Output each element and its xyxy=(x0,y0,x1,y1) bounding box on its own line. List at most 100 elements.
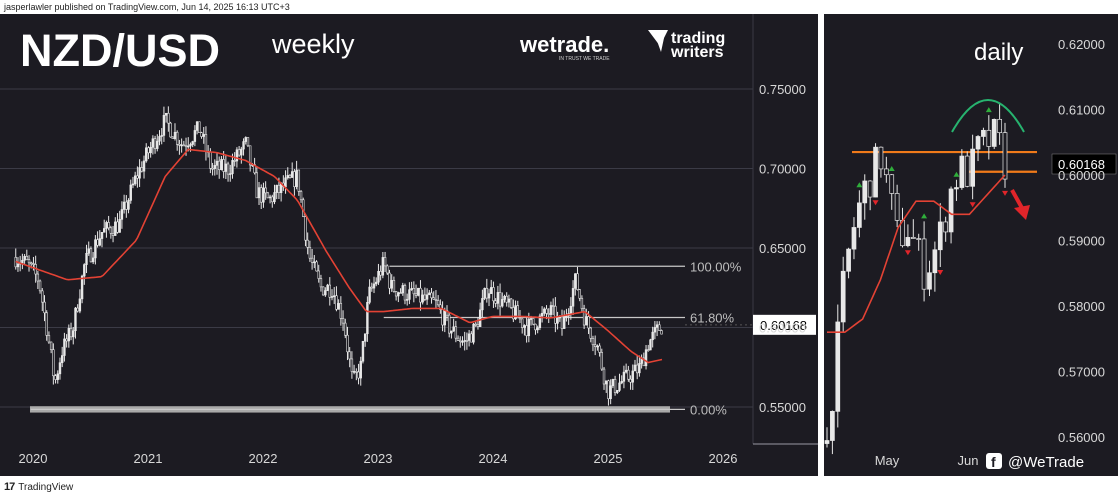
wetrade-logo-text: wetrade. xyxy=(519,32,609,57)
weekly-candle xyxy=(596,344,599,351)
weekly-chart-panel[interactable]: 100.00% 61.80% 0.00% 0.60168 0.75000 0.7000… xyxy=(0,14,818,476)
weekly-candle xyxy=(105,220,108,238)
weekly-candle xyxy=(308,240,312,262)
weekly-candle xyxy=(631,364,634,390)
weekly-candle xyxy=(547,308,550,323)
weekly-candle xyxy=(63,332,66,362)
weekly-candle xyxy=(492,281,495,308)
weekly-candle xyxy=(622,365,626,389)
weekly-x-tick-label: 2022 xyxy=(249,451,278,466)
weekly-candle xyxy=(100,232,104,248)
weekly-candle xyxy=(195,121,199,135)
weekly-candle xyxy=(452,318,455,332)
weekly-x-tick-label: 2021 xyxy=(134,451,163,466)
weekly-candle xyxy=(87,241,90,256)
weekly-candle xyxy=(242,138,245,156)
weekly-candle xyxy=(372,276,376,294)
daily-candle xyxy=(986,115,992,160)
weekly-candle xyxy=(23,254,26,264)
weekly-candle xyxy=(76,304,79,313)
daily-candle xyxy=(921,221,927,302)
weekly-timeframe-label: weekly xyxy=(271,29,355,59)
weekly-candle xyxy=(527,312,531,343)
weekly-candle xyxy=(481,289,484,318)
weekly-candle xyxy=(638,355,641,377)
weekly-candle xyxy=(647,344,650,352)
weekly-candle xyxy=(598,343,601,357)
weekly-moving-average xyxy=(15,148,663,364)
weekly-candle xyxy=(96,231,99,248)
weekly-candle xyxy=(651,326,654,348)
weekly-candle xyxy=(60,346,64,368)
weekly-candle xyxy=(41,288,44,312)
daily-candle xyxy=(894,184,900,228)
daily-candle xyxy=(862,174,868,220)
daily-candle xyxy=(846,247,851,279)
weekly-candle xyxy=(231,153,234,179)
trading-writers-logo: trading writers xyxy=(648,30,725,61)
daily-y-tick-label: 0.60000 xyxy=(1058,168,1105,183)
weekly-candle xyxy=(618,373,621,392)
weekly-candle xyxy=(352,364,356,375)
fractal-up-arrow-icon xyxy=(985,107,992,113)
weekly-candle xyxy=(635,355,639,380)
weekly-candle xyxy=(434,290,438,309)
daily-y-tick-label: 0.56000 xyxy=(1058,430,1105,445)
daily-candle xyxy=(970,134,975,200)
weekly-candle xyxy=(302,197,305,218)
weekly-candle xyxy=(299,190,303,203)
weekly-candle xyxy=(472,322,475,345)
fractal-up-arrow-icon xyxy=(888,165,895,171)
weekly-candle xyxy=(160,128,163,145)
weekly-candle xyxy=(613,375,617,396)
weekly-candle xyxy=(89,246,93,263)
trading-writers-logo-icon xyxy=(648,30,668,52)
daily-candle xyxy=(959,149,965,190)
weekly-candle xyxy=(297,169,301,196)
daily-candle xyxy=(991,118,997,150)
rounded-top-arc xyxy=(951,99,1025,133)
social-handle-badge[interactable]: f @WeTrade xyxy=(986,453,1084,471)
daily-candle xyxy=(867,180,873,211)
weekly-candle xyxy=(107,215,110,231)
weekly-candle xyxy=(379,265,382,281)
weekly-candle xyxy=(344,318,347,339)
weekly-candle xyxy=(534,323,537,335)
weekly-candle xyxy=(403,283,407,305)
weekly-candle xyxy=(600,348,604,371)
daily-y-tick-label: 0.57000 xyxy=(1058,365,1105,380)
weekly-x-tick-label: 2026 xyxy=(709,451,738,466)
weekly-candle xyxy=(467,329,471,347)
weekly-candle xyxy=(98,230,101,247)
daily-chart-panel[interactable]: 0.60168 0.62000 0.61000 0.60000 0.59000 0.58… xyxy=(824,14,1118,476)
weekly-candle xyxy=(317,264,320,283)
weekly-candle xyxy=(43,295,46,322)
daily-candle xyxy=(824,427,830,448)
weekly-candle xyxy=(114,217,117,236)
weekly-candle xyxy=(136,166,139,188)
weekly-candle xyxy=(330,289,334,301)
daily-timeframe-label: daily xyxy=(974,39,1023,66)
weekly-candle xyxy=(306,232,309,255)
weekly-candle xyxy=(224,154,228,180)
weekly-candle xyxy=(616,390,619,395)
weekly-candle xyxy=(494,298,497,308)
weekly-price-axis: 0.75000 0.70000 0.65000 0.60000 0.55000 xyxy=(759,82,806,415)
weekly-candle xyxy=(388,269,391,295)
weekly-candle xyxy=(58,357,62,380)
daily-candle xyxy=(883,156,889,183)
weekly-candle xyxy=(456,335,460,341)
weekly-candle xyxy=(476,317,480,330)
weekly-candle xyxy=(275,184,278,200)
daily-candle xyxy=(873,143,878,198)
weekly-candle xyxy=(341,310,345,331)
fractal-down-arrow-icon xyxy=(1002,190,1008,196)
weekly-candle xyxy=(408,282,411,305)
weekly-candle xyxy=(574,273,577,296)
weekly-candle xyxy=(211,162,214,176)
weekly-candle xyxy=(290,162,294,178)
bearish-projection-arrow-icon xyxy=(1010,189,1030,220)
weekly-candle xyxy=(450,330,453,339)
weekly-candle xyxy=(116,213,119,234)
weekly-candle xyxy=(507,294,511,308)
